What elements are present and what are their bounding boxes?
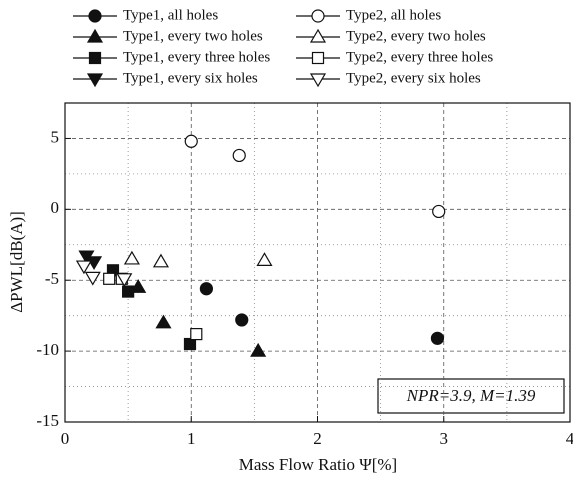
point — [103, 272, 116, 285]
point — [199, 282, 213, 296]
legend-label: Type2, every six holes — [346, 70, 481, 86]
x-tick-label: 3 — [440, 429, 449, 448]
point — [130, 279, 147, 293]
point — [190, 327, 203, 341]
point — [256, 252, 273, 266]
legend-marker — [88, 9, 102, 23]
point — [152, 253, 169, 268]
legend-label: Type2, every three holes — [346, 49, 493, 65]
point — [432, 204, 446, 219]
x-tick-label: 1 — [187, 429, 196, 448]
legend-marker — [311, 9, 325, 23]
point — [250, 342, 267, 357]
legend-marker — [309, 28, 327, 43]
y-tick-label: -15 — [36, 411, 59, 430]
legend-label: Type1, every two holes — [123, 28, 263, 44]
y-tick-label: -5 — [45, 269, 59, 288]
point — [430, 331, 445, 345]
x-tick-label: 0 — [61, 429, 70, 448]
y-tick-label: 0 — [51, 198, 60, 217]
legend-label: Type2, all holes — [346, 7, 441, 23]
legend-label: Type1, all holes — [123, 7, 218, 23]
x-tick-label: 2 — [313, 429, 322, 448]
point — [123, 250, 140, 265]
y-tick-label: 5 — [51, 127, 60, 146]
point — [183, 337, 197, 351]
legend-marker — [309, 73, 327, 88]
point — [235, 313, 249, 327]
point — [84, 271, 101, 286]
y-axis-label: ΔPWL[dB(A)] — [7, 211, 26, 313]
x-tick-label: 4 — [566, 429, 573, 448]
point — [116, 273, 133, 287]
point — [75, 260, 92, 275]
legend-label: Type1, every six holes — [123, 70, 258, 86]
point — [184, 134, 198, 148]
legend-label: Type1, every three holes — [123, 49, 270, 65]
annotation-box — [377, 378, 565, 414]
x-axis-label: Mass Flow Ratio Ψ[%] — [239, 455, 397, 474]
point — [232, 148, 246, 163]
y-tick-label: -10 — [36, 340, 59, 359]
legend-marker — [88, 51, 102, 65]
annotation: NPR=3.9, M=1.39 — [406, 386, 536, 405]
legend-marker — [86, 28, 104, 43]
point — [155, 314, 172, 329]
legend-label: Type2, every two holes — [346, 28, 486, 44]
point — [122, 285, 135, 298]
plot-frame — [64, 102, 571, 423]
legend-marker — [86, 73, 104, 88]
legend-marker — [311, 51, 325, 65]
